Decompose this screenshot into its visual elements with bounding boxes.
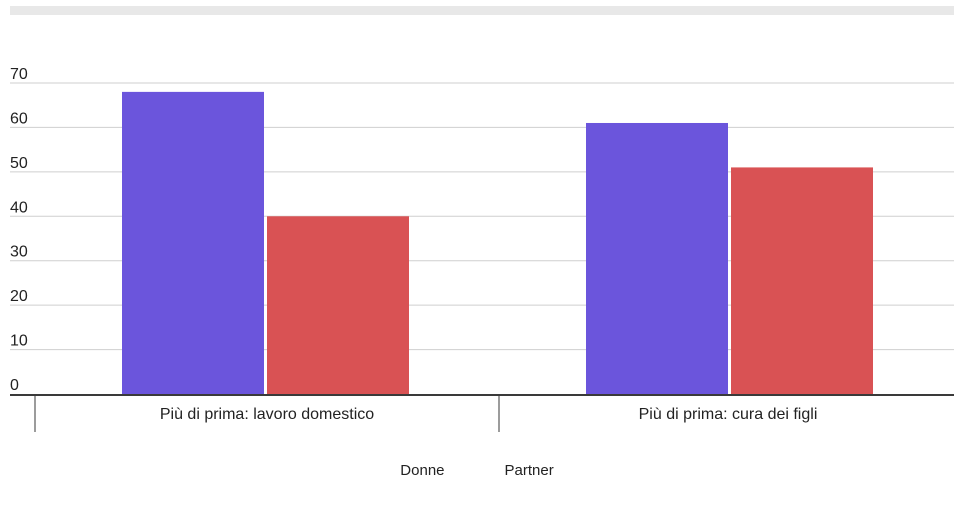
y-tick-label-30: 30 bbox=[10, 244, 28, 261]
y-tick-label-70: 70 bbox=[10, 66, 28, 83]
legend-label-series-2: Partner bbox=[504, 462, 554, 479]
y-tick-label-20: 20 bbox=[10, 288, 28, 305]
legend-item-series-2[interactable]: Partner bbox=[505, 462, 554, 479]
y-tick-label-0: 0 bbox=[10, 377, 19, 394]
bar-1-1[interactable] bbox=[122, 91, 264, 394]
category-label-1: Più di prima: lavoro domestico bbox=[160, 406, 374, 423]
top-bar bbox=[10, 6, 954, 15]
y-tick-label-60: 60 bbox=[10, 110, 28, 127]
bar-1-2[interactable] bbox=[586, 122, 728, 394]
bar-chart: 0 10 20 30 40 50 60 70 Più di prima: lavoro dome… bbox=[10, 66, 954, 432]
legend-item-series-1[interactable]: Donne bbox=[400, 462, 444, 479]
bar-2-2[interactable] bbox=[731, 167, 873, 394]
legend: Donne Partner bbox=[0, 462, 954, 479]
category-label-2: Più di prima: cura dei figli bbox=[639, 406, 818, 423]
y-tick-label-10: 10 bbox=[10, 333, 28, 350]
y-tick-label-50: 50 bbox=[10, 155, 28, 172]
y-tick-label-40: 40 bbox=[10, 199, 28, 216]
bar-2-1[interactable] bbox=[267, 216, 409, 394]
legend-label-series-1: Donne bbox=[400, 462, 445, 479]
